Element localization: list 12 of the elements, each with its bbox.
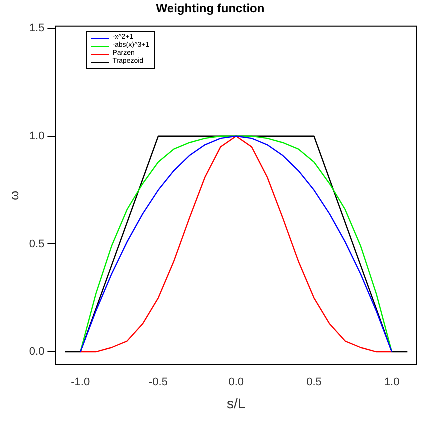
y-tick-label: 0.0	[29, 346, 45, 358]
y-tick-label: 1.5	[29, 22, 45, 35]
x-tick-label: -0.5	[148, 376, 168, 389]
x-tick-label: 0.5	[306, 376, 322, 389]
y-tick-label: 0.5	[29, 238, 45, 250]
y-tick-label: 1.0	[29, 130, 45, 142]
y-axis-title: ω	[8, 191, 22, 200]
x-tick-label: 1.0	[384, 376, 400, 389]
chart-title: Weighting function	[156, 2, 265, 16]
x-tick-label: 0.0	[228, 376, 244, 389]
x-tick-label: -1.0	[71, 376, 90, 389]
x-axis-title: s/L	[227, 395, 246, 412]
